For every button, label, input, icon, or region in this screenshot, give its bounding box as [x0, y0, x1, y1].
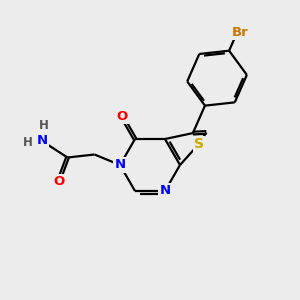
- Text: H: H: [39, 119, 48, 132]
- Text: S: S: [194, 137, 204, 151]
- Text: N: N: [36, 134, 48, 148]
- Text: Br: Br: [232, 26, 248, 39]
- Text: N: N: [114, 158, 126, 172]
- Text: O: O: [53, 175, 64, 188]
- Text: N: N: [159, 184, 171, 197]
- Text: O: O: [117, 110, 128, 123]
- Text: H: H: [23, 136, 32, 149]
